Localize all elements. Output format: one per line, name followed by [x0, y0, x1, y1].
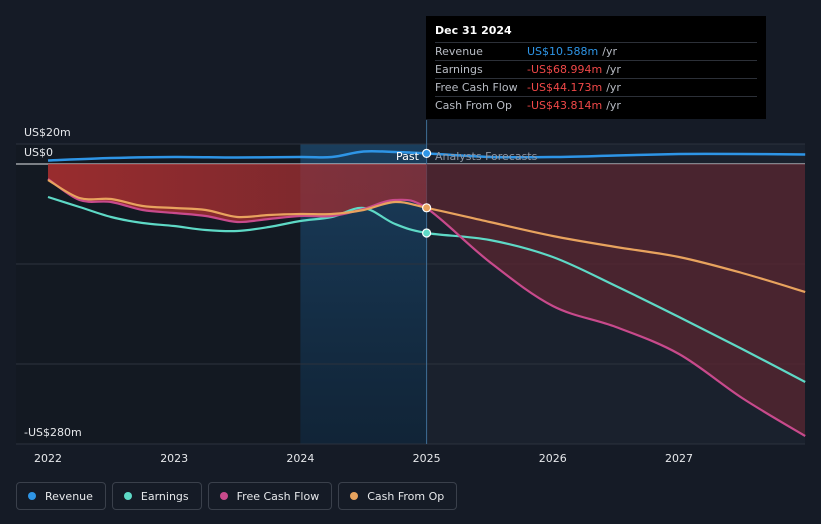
- x-tick-label: 2022: [34, 452, 62, 465]
- x-tick-label: 2025: [413, 452, 441, 465]
- tooltip-row-value: US$10.588m: [527, 45, 599, 58]
- tooltip-row: Free Cash Flow -US$44.173m /yr: [435, 78, 757, 96]
- legend-dot-icon: [350, 492, 359, 500]
- tooltip-row-name: Revenue: [435, 45, 483, 58]
- past-negative-area: [48, 164, 427, 223]
- tooltip-row-value: -US$44.173m: [527, 81, 603, 94]
- forecast-label: Analysts Forecasts: [435, 150, 538, 163]
- forecast-negative-area: [426, 164, 805, 436]
- tooltip-row-value: -US$68.994m: [527, 63, 603, 76]
- legend-item-free-cash-flow[interactable]: Free Cash Flow: [207, 482, 333, 510]
- tooltip-row-unit: /yr: [606, 81, 621, 94]
- tooltip-row: Earnings -US$68.994m /yr: [435, 60, 757, 78]
- free-cash-flow-line: [47, 178, 806, 437]
- legend: Revenue Earnings Free Cash Flow Cash Fro…: [16, 482, 458, 510]
- tooltip: Dec 31 2024 Revenue US$10.588m /yr Earni…: [426, 16, 766, 119]
- cash-from-op-line: [47, 179, 806, 294]
- legend-label: Revenue: [45, 489, 93, 503]
- legend-dot-icon: [123, 492, 132, 500]
- y-tick-label-zero: US$0: [24, 146, 53, 159]
- earnings-marker: [422, 228, 432, 238]
- x-tick-label: 2024: [286, 452, 314, 465]
- tooltip-row-unit: /yr: [606, 63, 621, 76]
- tooltip-row-name: Cash From Op: [435, 99, 513, 112]
- tooltip-row-unit: /yr: [602, 45, 617, 58]
- y-tick-label-bottom: -US$280m: [24, 426, 82, 439]
- legend-dot-icon: [219, 492, 228, 500]
- x-tick-label: 2023: [160, 452, 188, 465]
- legend-label: Earnings: [140, 489, 189, 503]
- legend-item-earnings[interactable]: Earnings: [111, 482, 202, 510]
- tooltip-row: Cash From Op -US$43.814m /yr: [435, 96, 757, 114]
- legend-item-cash-from-op[interactable]: Cash From Op: [338, 482, 458, 510]
- revenue-line: [47, 149, 806, 162]
- tooltip-row-name: Free Cash Flow: [435, 81, 518, 94]
- tooltip-date: Dec 31 2024: [435, 24, 512, 37]
- tooltip-row-value: -US$43.814m: [527, 99, 603, 112]
- legend-label: Free Cash Flow: [236, 489, 320, 503]
- x-tick-label: 2027: [665, 452, 693, 465]
- tooltip-row: Revenue US$10.588m /yr: [435, 42, 757, 60]
- past-label: Past: [396, 150, 420, 163]
- cash-from-op-marker: [422, 203, 432, 213]
- revenue-marker: [422, 148, 432, 159]
- y-tick-label-top: US$20m: [24, 126, 71, 139]
- legend-item-revenue[interactable]: Revenue: [16, 482, 106, 510]
- tooltip-row-name: Earnings: [435, 63, 483, 76]
- legend-label: Cash From Op: [367, 489, 445, 503]
- x-tick-label: 2026: [539, 452, 567, 465]
- legend-dot-icon: [28, 492, 36, 500]
- tooltip-row-unit: /yr: [606, 99, 621, 112]
